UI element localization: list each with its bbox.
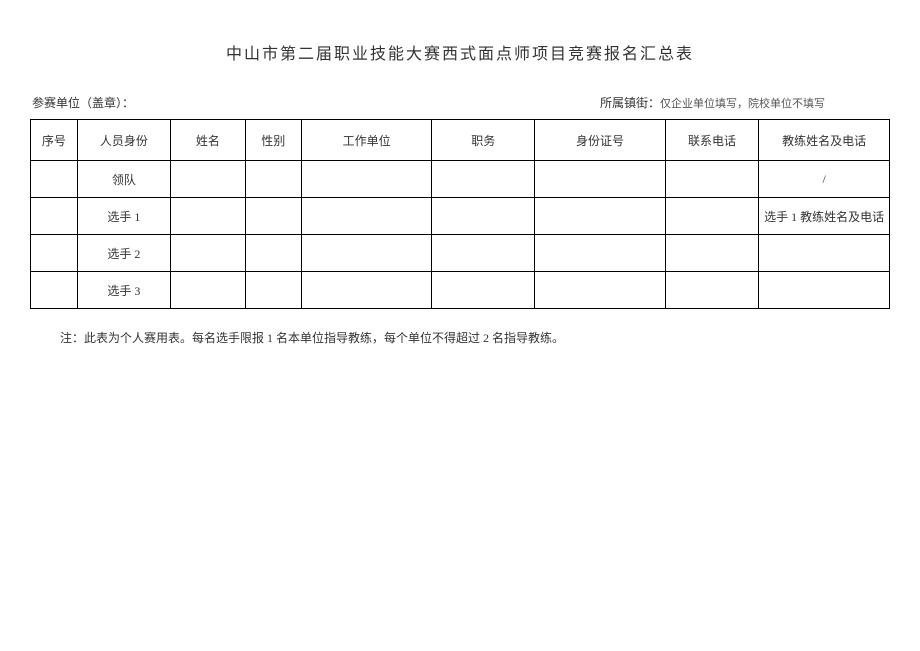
cell-identity: 选手 3	[77, 272, 170, 309]
cell-name	[171, 161, 246, 198]
cell-coach: 选手 1 教练姓名及电话	[759, 198, 890, 235]
cell-seq	[31, 161, 78, 198]
table-row: 选手 2	[31, 235, 890, 272]
header-gender: 性别	[245, 120, 301, 161]
header-name: 姓名	[171, 120, 246, 161]
cell-gender	[245, 198, 301, 235]
unit-label: 参赛单位（盖章）：	[32, 94, 320, 111]
header-phone: 联系电话	[665, 120, 758, 161]
cell-identity: 选手 1	[77, 198, 170, 235]
header-identity: 人员身份	[77, 120, 170, 161]
table-header-row: 序号 人员身份 姓名 性别 工作单位 职务 身份证号 联系电话 教练姓名及电话	[31, 120, 890, 161]
cell-name	[171, 272, 246, 309]
cell-coach	[759, 235, 890, 272]
cell-seq	[31, 198, 78, 235]
cell-position	[432, 198, 535, 235]
cell-name	[171, 235, 246, 272]
cell-identity: 领队	[77, 161, 170, 198]
cell-seq	[31, 272, 78, 309]
table-row: 领队 /	[31, 161, 890, 198]
cell-phone	[665, 272, 758, 309]
cell-gender	[245, 235, 301, 272]
cell-seq	[31, 235, 78, 272]
cell-coach	[759, 272, 890, 309]
header-idcard: 身份证号	[535, 120, 666, 161]
cell-gender	[245, 161, 301, 198]
cell-unit	[301, 161, 432, 198]
meta-row: 参赛单位（盖章）： 所属镇街：仅企业单位填写，院校单位不填写	[30, 94, 890, 111]
table-row: 选手 1 选手 1 教练姓名及电话	[31, 198, 890, 235]
header-coach: 教练姓名及电话	[759, 120, 890, 161]
header-unit: 工作单位	[301, 120, 432, 161]
cell-position	[432, 272, 535, 309]
town-label: 所属镇街：	[600, 96, 660, 110]
cell-idcard	[535, 272, 666, 309]
cell-phone	[665, 235, 758, 272]
cell-identity: 选手 2	[77, 235, 170, 272]
cell-gender	[245, 272, 301, 309]
cell-phone	[665, 161, 758, 198]
cell-unit	[301, 272, 432, 309]
footer-note: 注：此表为个人赛用表。每名选手限报 1 名本单位指导教练，每个单位不得超过 2 …	[30, 329, 890, 346]
town-note: 仅企业单位填写，院校单位不填写	[660, 98, 825, 110]
cell-idcard	[535, 161, 666, 198]
cell-idcard	[535, 235, 666, 272]
cell-name	[171, 198, 246, 235]
header-position: 职务	[432, 120, 535, 161]
cell-phone	[665, 198, 758, 235]
cell-idcard	[535, 198, 666, 235]
town-section: 所属镇街：仅企业单位填写，院校单位不填写	[320, 94, 888, 111]
page-title: 中山市第二届职业技能大赛西式面点师项目竞赛报名汇总表	[30, 40, 890, 64]
table-row: 选手 3	[31, 272, 890, 309]
registration-table: 序号 人员身份 姓名 性别 工作单位 职务 身份证号 联系电话 教练姓名及电话 …	[30, 119, 890, 309]
cell-position	[432, 235, 535, 272]
cell-unit	[301, 235, 432, 272]
cell-position	[432, 161, 535, 198]
cell-unit	[301, 198, 432, 235]
cell-coach: /	[759, 161, 890, 198]
header-seq: 序号	[31, 120, 78, 161]
